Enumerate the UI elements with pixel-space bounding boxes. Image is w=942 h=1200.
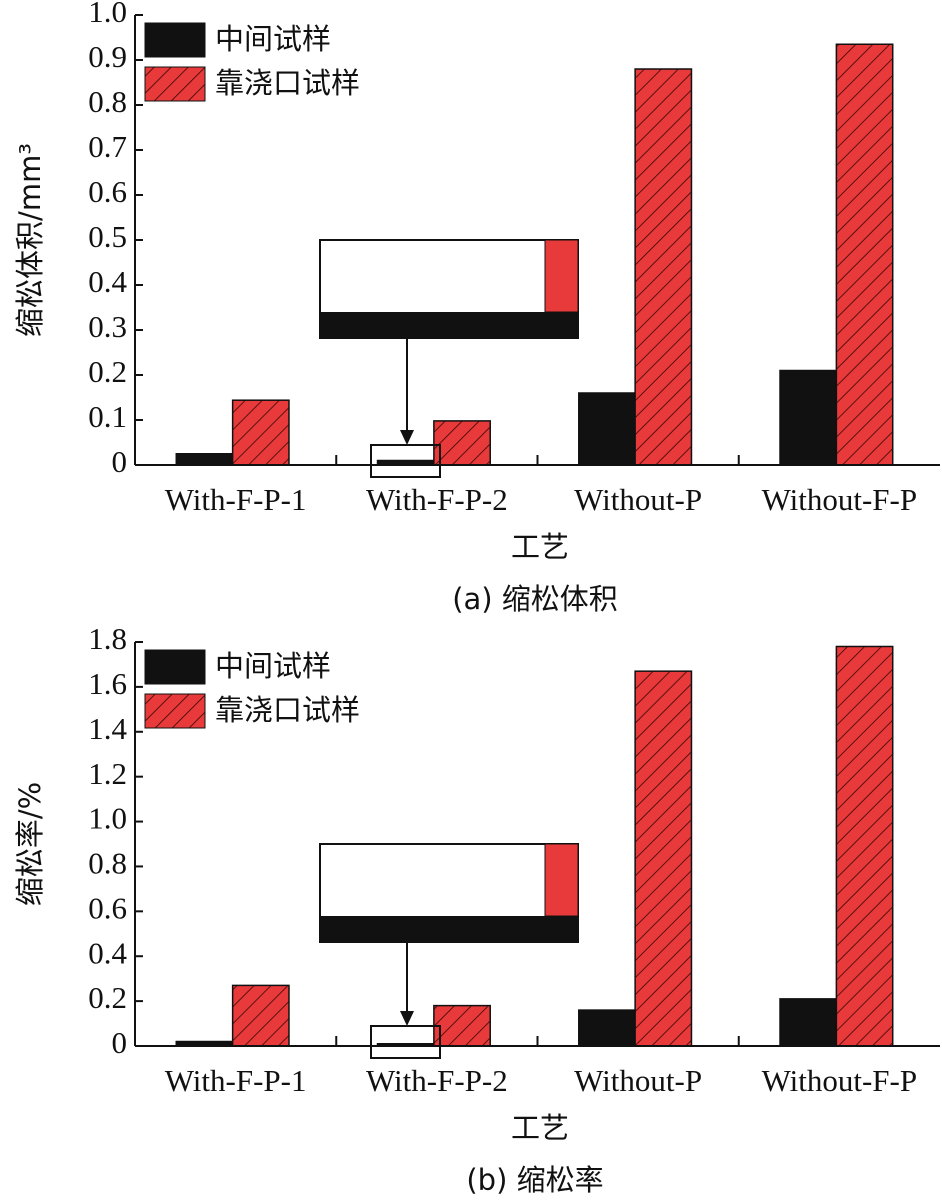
y-tick-label: 0.7 bbox=[88, 129, 127, 164]
legend-label: 靠浇口试样 bbox=[215, 693, 360, 727]
x-tick-label: With-F-P-2 bbox=[366, 482, 508, 517]
inset-arrowhead bbox=[400, 1011, 414, 1026]
bar bbox=[779, 369, 838, 466]
bar bbox=[634, 68, 693, 466]
bar bbox=[779, 998, 838, 1047]
x-tick-label: Without-F-P bbox=[762, 482, 917, 517]
bar bbox=[578, 1009, 636, 1047]
x-tick-label: With-F-P-1 bbox=[165, 1063, 307, 1098]
x-tick-label: Without-P bbox=[574, 482, 702, 517]
y-tick-label: 1.6 bbox=[88, 666, 127, 701]
y-tick-label: 0.6 bbox=[88, 890, 127, 925]
y-tick-label: 0.4 bbox=[88, 264, 127, 299]
bar bbox=[175, 453, 234, 466]
y-tick-label: 1.2 bbox=[88, 756, 127, 791]
legend-swatch bbox=[144, 649, 206, 685]
bar bbox=[433, 420, 491, 466]
y-tick-label: 0.2 bbox=[88, 354, 127, 389]
y-tick-label: 0.8 bbox=[88, 84, 127, 119]
bar bbox=[835, 645, 894, 1047]
inset-red bbox=[544, 843, 579, 917]
legend-swatch bbox=[144, 693, 206, 729]
x-tick-label: With-F-P-1 bbox=[165, 482, 307, 517]
legend-label: 中间试样 bbox=[215, 22, 331, 56]
y-axis-label: 缩松体积/mm³ bbox=[13, 143, 47, 337]
y-tick-label: 0.1 bbox=[88, 399, 127, 434]
y-tick-label: 0 bbox=[112, 1025, 128, 1060]
bar bbox=[578, 392, 636, 466]
y-tick-label: 0.3 bbox=[88, 309, 127, 344]
bar bbox=[634, 670, 693, 1047]
inset-arrowhead bbox=[400, 430, 414, 445]
y-tick-label: 1.0 bbox=[88, 801, 127, 836]
x-tick-label: Without-F-P bbox=[762, 1063, 917, 1098]
legend-swatch bbox=[144, 22, 206, 58]
y-tick-label: 1.8 bbox=[88, 621, 127, 656]
bar bbox=[433, 1004, 491, 1047]
legend-swatch bbox=[144, 66, 206, 102]
bar bbox=[231, 984, 290, 1047]
y-axis-label: 缩松率/% bbox=[13, 782, 47, 906]
x-tick-label: With-F-P-2 bbox=[366, 1063, 508, 1098]
y-tick-label: 0 bbox=[112, 444, 128, 479]
legend-label: 靠浇口试样 bbox=[215, 66, 360, 100]
x-axis-label: 工艺 bbox=[511, 530, 569, 564]
caption: (a) 缩松体积 bbox=[452, 582, 618, 616]
y-tick-label: 0.9 bbox=[88, 39, 127, 74]
inset-black bbox=[320, 916, 578, 942]
y-tick-label: 1.4 bbox=[88, 711, 127, 746]
bar bbox=[231, 399, 290, 466]
zoom-box bbox=[370, 444, 441, 478]
bar bbox=[835, 43, 894, 466]
inset-black bbox=[320, 312, 578, 338]
y-tick-label: 0.6 bbox=[88, 174, 127, 209]
y-tick-label: 0.4 bbox=[88, 935, 127, 970]
caption: (b) 缩松率 bbox=[466, 1163, 603, 1197]
y-tick-label: 1.0 bbox=[88, 0, 127, 29]
x-tick-label: Without-P bbox=[574, 1063, 702, 1098]
y-tick-label: 0.2 bbox=[88, 980, 127, 1015]
y-tick-label: 0.8 bbox=[88, 846, 127, 881]
x-axis-label: 工艺 bbox=[511, 1111, 569, 1145]
inset-red bbox=[544, 239, 579, 313]
legend-label: 中间试样 bbox=[215, 649, 331, 683]
y-tick-label: 0.5 bbox=[88, 219, 127, 254]
zoom-box bbox=[370, 1025, 441, 1059]
